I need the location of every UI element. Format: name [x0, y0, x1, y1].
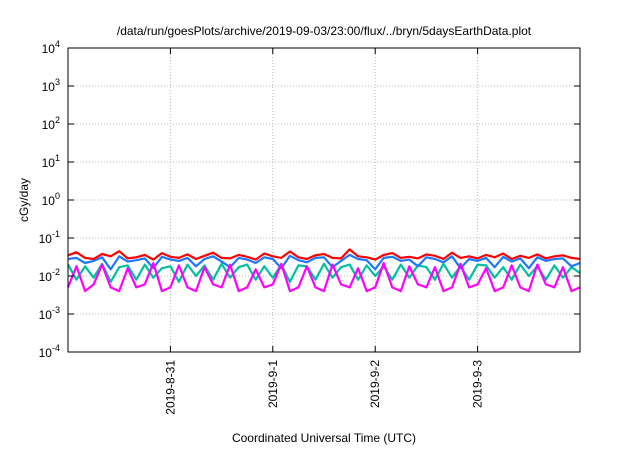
- y-tick-label: 10-2: [39, 267, 60, 284]
- series-line-magenta: [66, 261, 581, 293]
- y-tick-label: 101: [42, 153, 60, 170]
- series-line-red: [67, 248, 581, 261]
- series-line-teal: [67, 262, 581, 283]
- x-tick-label: 2019-9-1: [266, 360, 280, 408]
- y-tick-label: 100: [42, 191, 60, 208]
- y-tick-label: 102: [42, 115, 60, 132]
- x-axis-label: Coordinated Universal Time (UTC): [232, 431, 416, 445]
- y-tick-label: 10-4: [39, 343, 60, 360]
- grid: [68, 48, 580, 352]
- series-group: [66, 248, 581, 293]
- chart-title: /data/run/goesPlots/archive/2019-09-03/2…: [117, 24, 532, 38]
- series-line-blue: [67, 253, 581, 271]
- y-tick-label: 10-3: [39, 305, 60, 322]
- x-ticks: 2019-8-31 2019-9-1 2019-9-2 2019-9-3: [163, 48, 485, 415]
- x-tick-label: 2019-9-2: [368, 360, 382, 408]
- y-tick-label: 10-1: [39, 229, 60, 246]
- x-tick-label: 2019-9-3: [471, 360, 485, 408]
- y-tick-label: 103: [42, 77, 60, 94]
- y-axis-label: cGy/day: [17, 178, 31, 222]
- y-ticks: 10-4 10-3 10-2 10-1 100 101 102 103 104: [39, 39, 580, 360]
- y-tick-label: 104: [42, 39, 60, 56]
- x-tick-label: 2019-8-31: [163, 360, 177, 415]
